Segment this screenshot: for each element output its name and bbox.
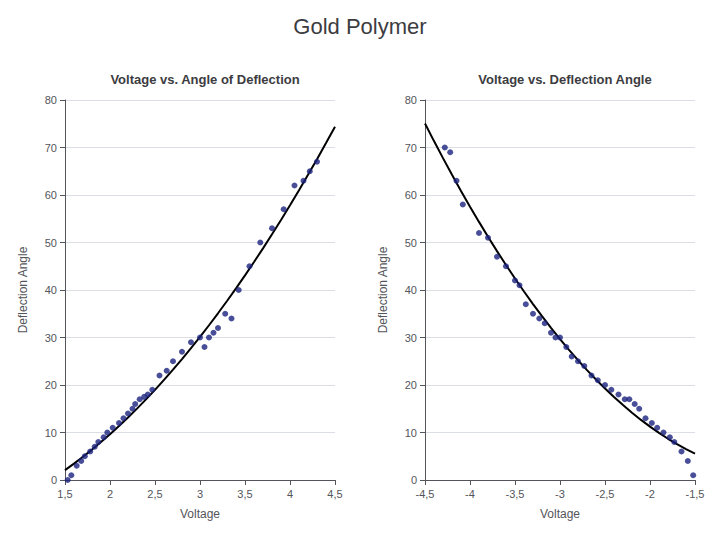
svg-text:4,5: 4,5 xyxy=(327,488,342,500)
svg-text:Gold Polymer: Gold Polymer xyxy=(293,14,426,39)
svg-text:-4: -4 xyxy=(465,488,475,500)
svg-text:Deflection Angle: Deflection Angle xyxy=(376,246,390,333)
svg-text:2,5: 2,5 xyxy=(147,488,162,500)
svg-text:Voltage vs. Angle of Deflectio: Voltage vs. Angle of Deflection xyxy=(110,72,299,87)
svg-text:-2,5: -2,5 xyxy=(596,488,615,500)
svg-text:-1,5: -1,5 xyxy=(686,488,705,500)
svg-text:Deflection Angle: Deflection Angle xyxy=(16,246,30,333)
svg-text:20: 20 xyxy=(45,379,57,391)
svg-text:0: 0 xyxy=(51,474,57,486)
svg-text:20: 20 xyxy=(405,379,417,391)
svg-text:Voltage: Voltage xyxy=(180,507,220,521)
svg-text:3,5: 3,5 xyxy=(237,488,252,500)
svg-text:1,5: 1,5 xyxy=(57,488,72,500)
svg-text:Voltage vs. Deflection Angle: Voltage vs. Deflection Angle xyxy=(478,72,651,87)
svg-text:Voltage: Voltage xyxy=(540,507,580,521)
svg-text:2: 2 xyxy=(107,488,113,500)
svg-text:80: 80 xyxy=(45,94,57,106)
svg-text:4: 4 xyxy=(287,488,293,500)
svg-text:60: 60 xyxy=(45,189,57,201)
svg-text:50: 50 xyxy=(45,237,57,249)
svg-text:10: 10 xyxy=(405,427,417,439)
svg-text:10: 10 xyxy=(45,427,57,439)
svg-text:-4,5: -4,5 xyxy=(416,488,435,500)
svg-text:3: 3 xyxy=(197,488,203,500)
svg-text:40: 40 xyxy=(405,284,417,296)
svg-text:-2: -2 xyxy=(645,488,655,500)
svg-text:70: 70 xyxy=(405,142,417,154)
svg-text:-3: -3 xyxy=(555,488,565,500)
svg-text:0: 0 xyxy=(411,474,417,486)
svg-text:30: 30 xyxy=(45,332,57,344)
svg-text:50: 50 xyxy=(405,237,417,249)
svg-text:40: 40 xyxy=(45,284,57,296)
svg-text:70: 70 xyxy=(45,142,57,154)
svg-text:30: 30 xyxy=(405,332,417,344)
svg-text:80: 80 xyxy=(405,94,417,106)
svg-text:-3,5: -3,5 xyxy=(506,488,525,500)
svg-text:60: 60 xyxy=(405,189,417,201)
